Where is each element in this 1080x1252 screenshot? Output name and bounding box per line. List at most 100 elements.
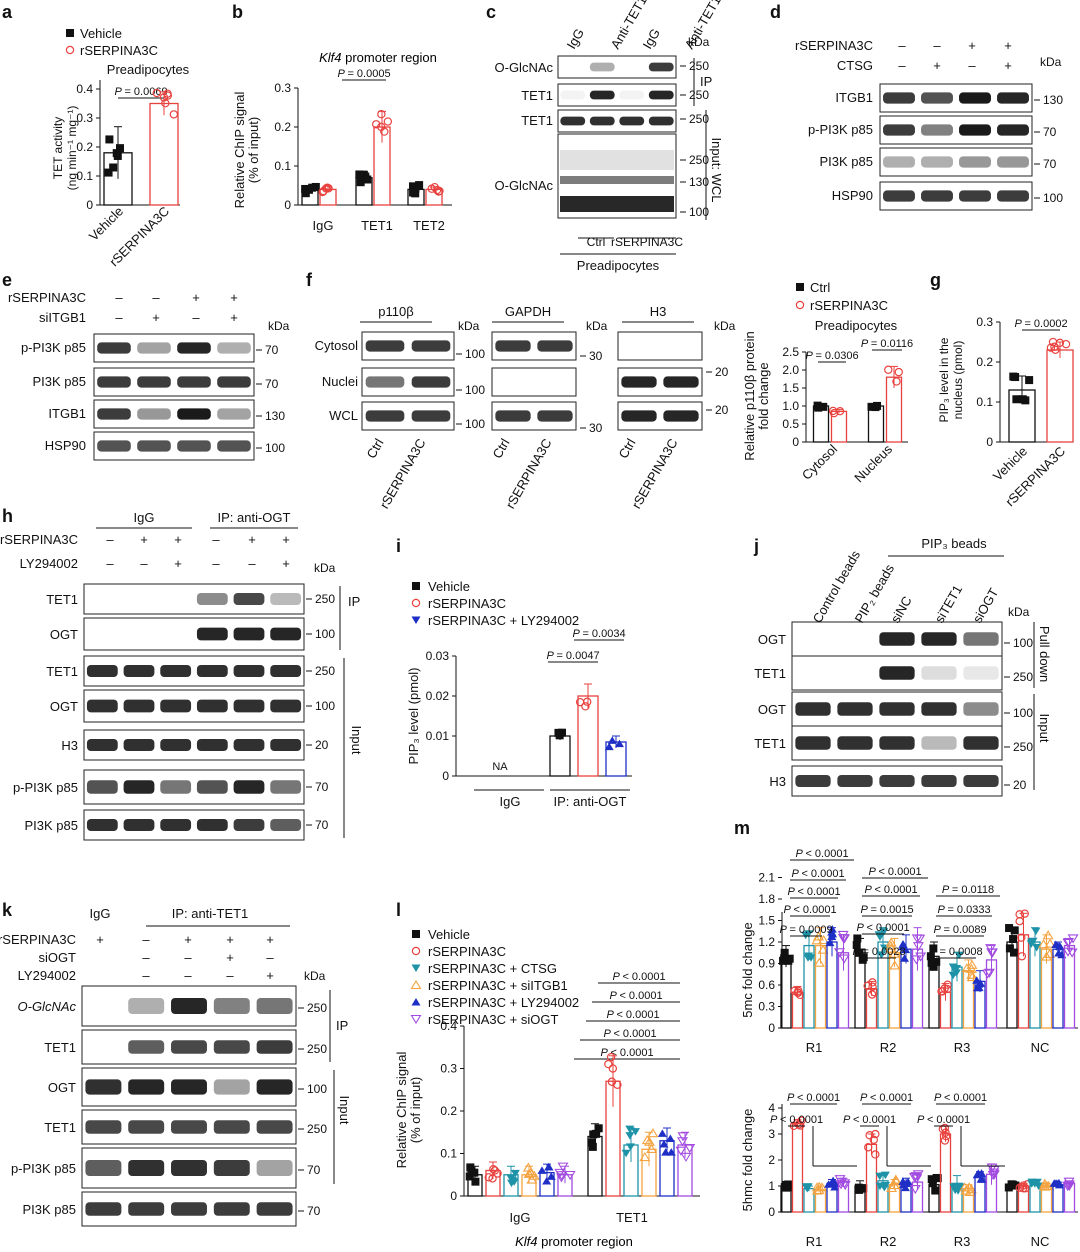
data-point [838, 954, 850, 964]
sign-label: + [96, 932, 104, 947]
data-point [858, 955, 867, 964]
x-tick-label: Cytosol [799, 441, 840, 482]
sign-label: + [140, 532, 148, 547]
sign-label: + [266, 932, 274, 947]
y-axis-title: TET activity [51, 117, 65, 179]
group-label: IgG [90, 906, 111, 921]
blot-band [213, 998, 250, 1014]
data-point [804, 952, 814, 961]
y-tick-label: 1.0 [782, 399, 799, 413]
data-point [871, 1129, 880, 1139]
blot-row-label: PI3K p85 [820, 154, 874, 169]
bar [549, 735, 571, 777]
data-point [1062, 947, 1074, 957]
condition-label: rSERPINA3C [611, 235, 683, 249]
x-tick-label: R1 [806, 1234, 823, 1249]
data-point [410, 1014, 422, 1025]
blot-strip [617, 401, 703, 431]
p-value-label: P < 0.0001 [783, 904, 836, 916]
blot-band [560, 176, 674, 184]
data-point [912, 1170, 924, 1180]
data-point [876, 951, 886, 959]
blot-band [997, 190, 1029, 202]
data-point [983, 968, 995, 978]
blot-strip [361, 331, 455, 361]
condition-label: Ctrl [587, 235, 606, 249]
sign-label: – [212, 532, 220, 547]
blot-band [495, 340, 531, 352]
sign-label: – [184, 968, 192, 983]
group-label: IgG [134, 510, 155, 525]
data-point [1049, 1179, 1059, 1187]
data-point [1012, 395, 1021, 404]
y-axis-title: 5hmc fold change [740, 1109, 755, 1212]
p-value-label: P < 0.0001 [606, 1009, 659, 1021]
data-point [1039, 1178, 1051, 1188]
data-point [864, 1143, 873, 1152]
blot-band [560, 116, 586, 126]
blot-strip [81, 1147, 297, 1189]
chart-title: Klf4 promoter region [319, 50, 437, 65]
y-tick-label: 0.01 [426, 729, 450, 743]
blot-band [196, 739, 228, 751]
data-point [1031, 927, 1041, 936]
blot-band [86, 665, 118, 677]
kda-marker: 100 [307, 1082, 327, 1096]
p-value-label: P < 0.0001 [934, 1092, 987, 1104]
blot-band [85, 1079, 122, 1095]
data-point [1025, 376, 1034, 385]
data-point [972, 976, 982, 984]
kda-marker: 250 [307, 1001, 327, 1015]
blot-band [560, 90, 586, 100]
data-point [1007, 1180, 1016, 1189]
blot-band [411, 376, 451, 388]
data-point [641, 1135, 653, 1145]
y-tick-label: 0.3 [976, 315, 993, 329]
data-point [830, 1179, 840, 1188]
data-point [1055, 942, 1065, 951]
data-point [647, 1128, 659, 1138]
blot-band [883, 124, 915, 136]
legend-label: rSERPINA3C [80, 43, 158, 58]
data-point [665, 1134, 675, 1143]
blot-row-label: OGT [758, 702, 786, 717]
kda-marker: 100 [265, 441, 285, 455]
data-point [411, 616, 421, 624]
kda-marker: 100 [315, 699, 335, 713]
blot-row-label: HSP90 [45, 438, 86, 453]
y-tick-label: 0 [86, 198, 93, 212]
blot-band [270, 593, 302, 605]
x-tick-label: R2 [880, 1234, 897, 1249]
kda-marker: 250 [307, 1122, 327, 1136]
data-point [583, 697, 592, 706]
sign-label: + [1004, 38, 1012, 53]
blot-band [171, 1040, 207, 1054]
blot-band [879, 775, 915, 787]
blot-band [837, 736, 873, 750]
blot-strip [617, 331, 703, 361]
blot-band [97, 440, 131, 452]
data-point [1032, 944, 1042, 952]
kda-marker: 70 [265, 343, 279, 357]
legend-label: rSERPINA3C + LY294002 [428, 995, 579, 1010]
blot-band [921, 736, 957, 750]
blot-strip [557, 55, 677, 79]
data-point [377, 110, 386, 119]
blot-row-label: PI3K p85 [33, 374, 87, 389]
data-point [1027, 1180, 1037, 1188]
blot-strip [491, 331, 577, 361]
blot-band [959, 124, 991, 136]
blot-band [921, 775, 957, 787]
data-point [987, 948, 998, 958]
blot-band [128, 1160, 165, 1176]
data-point [868, 978, 877, 987]
blot-strip [879, 147, 1033, 177]
data-point [489, 1164, 498, 1174]
group-label: Input [349, 726, 364, 755]
blot-band [795, 775, 831, 787]
blot-band [589, 90, 615, 100]
y-tick-label: 0.3 [274, 81, 291, 95]
data-point [982, 969, 994, 979]
data-point [625, 1125, 635, 1134]
lane-label: IgG [640, 26, 663, 52]
